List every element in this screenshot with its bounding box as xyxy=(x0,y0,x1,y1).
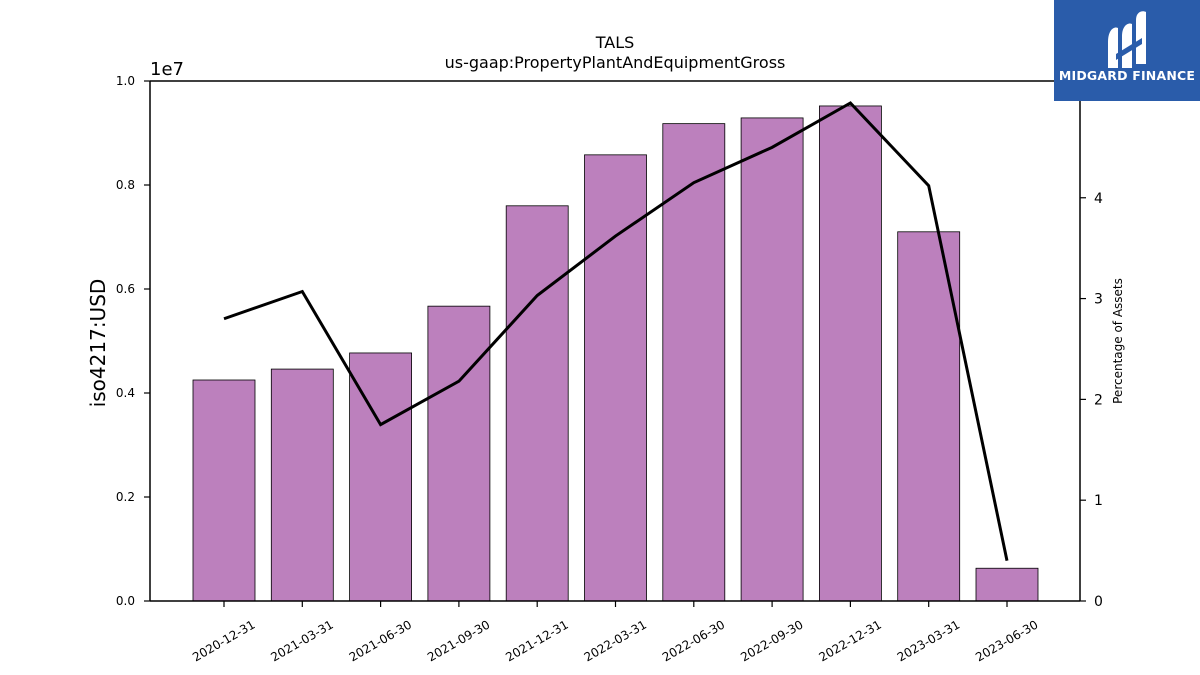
bar xyxy=(349,352,413,602)
x-tick-label: 2021-03-31 xyxy=(268,617,335,664)
x-tick-label: 2021-09-30 xyxy=(425,617,492,664)
y2-tick-label: 3 xyxy=(1094,292,1103,308)
bar xyxy=(192,379,256,602)
x-tick-label: 2022-06-30 xyxy=(660,617,727,664)
x-tick-label: 2021-12-31 xyxy=(503,617,570,664)
bar xyxy=(505,205,569,602)
bar xyxy=(427,305,491,602)
x-tick-label: 2023-03-31 xyxy=(895,617,962,664)
x-tick-label: 2022-09-30 xyxy=(738,617,805,664)
y2-axis-label: Percentage of Assets xyxy=(1111,278,1125,404)
x-tick-label: 2022-12-31 xyxy=(816,617,883,664)
bar xyxy=(662,123,726,602)
y2-tick-label: 4 xyxy=(1094,191,1103,207)
logo-mark-icon xyxy=(1108,11,1146,68)
y-tick-label: 1.0 xyxy=(116,74,135,88)
bar xyxy=(897,231,961,602)
x-tick-label: 2021-06-30 xyxy=(347,617,414,664)
y-tick-label: 0.2 xyxy=(116,490,135,504)
series-line xyxy=(223,101,1009,561)
brand-logo: MIDGARD FINANCE xyxy=(1054,0,1200,101)
y-tick-label: 0.6 xyxy=(116,282,135,296)
chart-title: TALS xyxy=(595,33,635,52)
y2-tick-label: 2 xyxy=(1094,392,1103,408)
chart-subtitle: us-gaap:PropertyPlantAndEquipmentGross xyxy=(445,53,786,72)
bar xyxy=(584,154,647,602)
y-axis-label: iso4217:USD xyxy=(86,279,110,408)
bar xyxy=(819,105,882,602)
bar xyxy=(740,117,804,602)
x-tick-label: 2022-03-31 xyxy=(582,617,649,664)
x-tick-label: 2020-12-31 xyxy=(190,617,257,664)
y-tick-label: 0.0 xyxy=(116,594,135,608)
bar xyxy=(270,368,334,602)
x-tick-label: 2023-06-30 xyxy=(973,617,1040,664)
y-tick-label: 0.4 xyxy=(116,386,135,400)
y-offset-label: 1e7 xyxy=(150,59,184,80)
y-tick-label: 0.8 xyxy=(116,178,135,192)
y2-tick-label: 0 xyxy=(1094,594,1103,610)
y2-tick-label: 1 xyxy=(1094,493,1103,509)
logo-text: MIDGARD FINANCE xyxy=(1058,68,1196,83)
bar xyxy=(975,567,1039,602)
